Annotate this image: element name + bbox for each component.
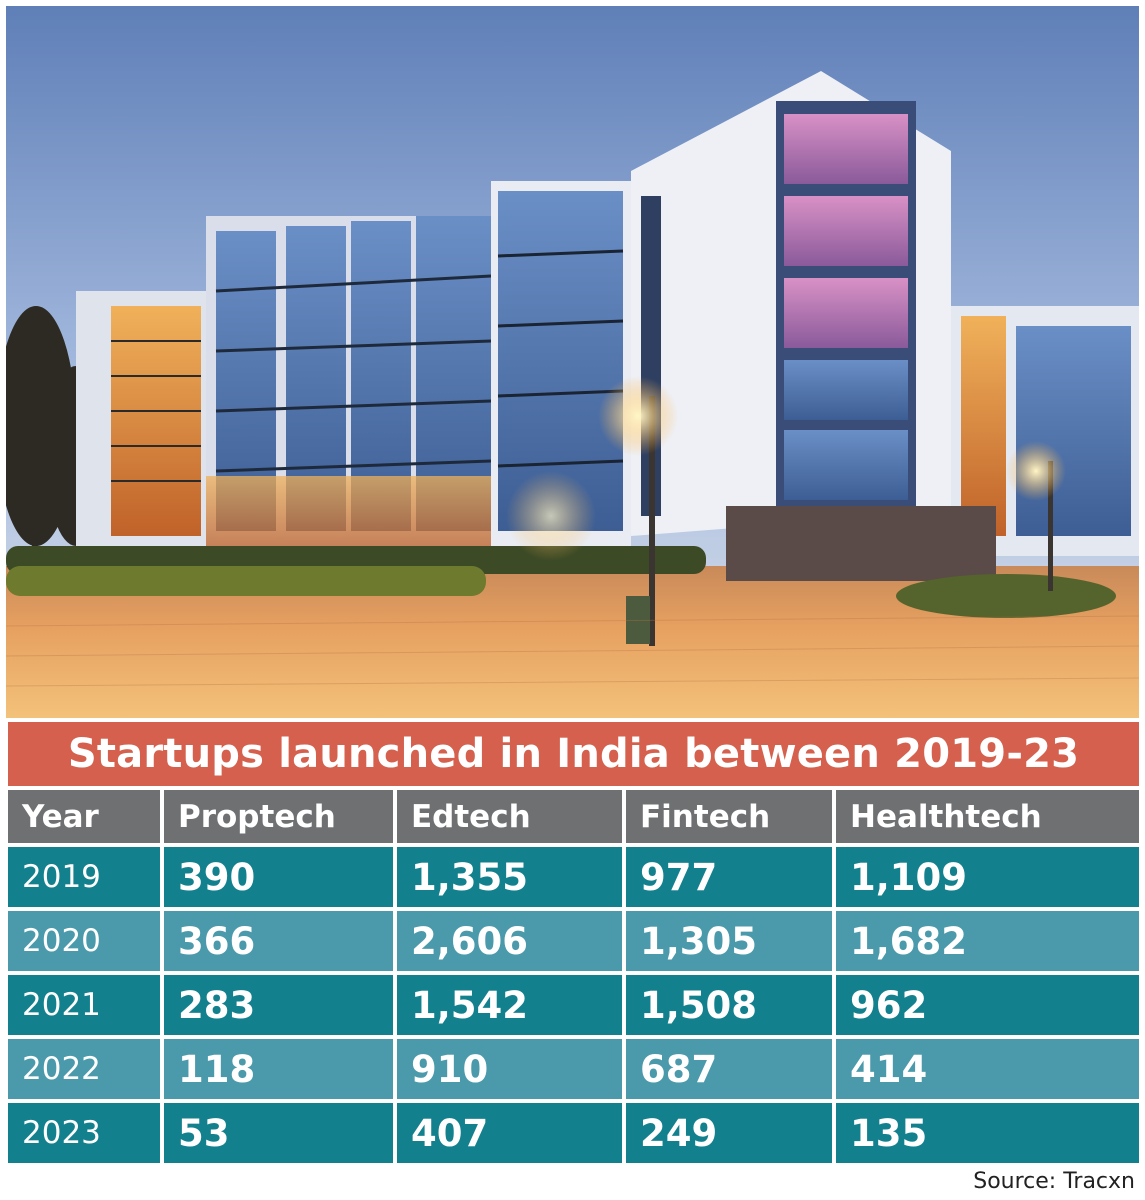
fintech-cell: 977 (626, 847, 832, 907)
column-header-fintech: Fintech (626, 790, 832, 843)
year-cell: 2022 (8, 1039, 160, 1099)
year-cell: 2021 (8, 975, 160, 1035)
column-header-healthtech: Healthtech (836, 790, 1139, 843)
fintech-cell: 687 (626, 1039, 832, 1099)
edtech-cell: 407 (397, 1103, 622, 1163)
fintech-cell: 1,305 (626, 911, 832, 971)
year-cell: 2023 (8, 1103, 160, 1163)
healthtech-cell: 1,682 (836, 911, 1139, 971)
edtech-cell: 910 (397, 1039, 622, 1099)
table-row: 2023 53 407 249 135 (8, 1103, 1139, 1163)
table-header-row: Year Proptech Edtech Fintech Healthtech (8, 790, 1139, 843)
column-header-year: Year (8, 790, 160, 843)
column-header-edtech: Edtech (397, 790, 622, 843)
proptech-cell: 390 (164, 847, 393, 907)
table-row: 2021 283 1,542 1,508 962 (8, 975, 1139, 1035)
year-cell: 2019 (8, 847, 160, 907)
healthtech-cell: 962 (836, 975, 1139, 1035)
healthtech-cell: 135 (836, 1103, 1139, 1163)
healthtech-cell: 414 (836, 1039, 1139, 1099)
chart-title-band: Startups launched in India between 2019-… (8, 722, 1139, 786)
proptech-cell: 118 (164, 1039, 393, 1099)
source-note: Source: Tracxn (973, 1169, 1135, 1194)
year-cell: 2020 (8, 911, 160, 971)
edtech-cell: 1,355 (397, 847, 622, 907)
chart-title: Startups launched in India between 2019-… (67, 731, 1080, 777)
fintech-cell: 249 (626, 1103, 832, 1163)
fintech-cell: 1,508 (626, 975, 832, 1035)
edtech-cell: 1,542 (397, 975, 622, 1035)
startups-table: Year Proptech Edtech Fintech Healthtech … (8, 790, 1139, 1167)
column-header-proptech: Proptech (164, 790, 393, 843)
proptech-cell: 283 (164, 975, 393, 1035)
table-row: 2022 118 910 687 414 (8, 1039, 1139, 1099)
proptech-cell: 366 (164, 911, 393, 971)
proptech-cell: 53 (164, 1103, 393, 1163)
table-row: 2020 366 2,606 1,305 1,682 (8, 911, 1139, 971)
edtech-cell: 2,606 (397, 911, 622, 971)
apartment-buildings-photo (6, 6, 1139, 718)
table-row: 2019 390 1,355 977 1,109 (8, 847, 1139, 907)
healthtech-cell: 1,109 (836, 847, 1139, 907)
